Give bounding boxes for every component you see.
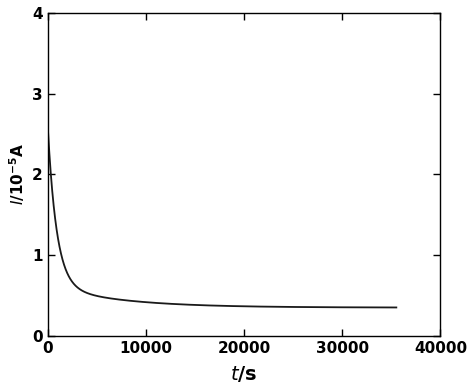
Y-axis label: $\mathbf{\mathit{I}}$/10$^{\mathbf{-5}}$A: $\mathbf{\mathit{I}}$/10$^{\mathbf{-5}}$…	[7, 143, 27, 205]
X-axis label: $\mathbf{\mathit{t}}$/s: $\mathbf{\mathit{t}}$/s	[230, 364, 258, 384]
